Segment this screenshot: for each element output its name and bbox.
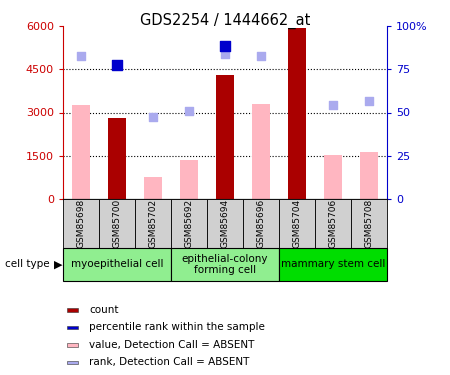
Text: percentile rank within the sample: percentile rank within the sample [90, 322, 266, 333]
Text: value, Detection Call = ABSENT: value, Detection Call = ABSENT [90, 340, 255, 350]
Bar [63, 248, 171, 281]
Text: count: count [90, 305, 119, 315]
Point [221, 44, 229, 50]
Text: rank, Detection Call = ABSENT: rank, Detection Call = ABSENT [90, 357, 250, 368]
Text: GSM85692: GSM85692 [184, 199, 194, 248]
Bar [324, 155, 342, 199]
Bar [360, 152, 378, 199]
Point [185, 108, 193, 114]
Text: ▶: ▶ [54, 260, 63, 269]
Text: GDS2254 / 1444662_at: GDS2254 / 1444662_at [140, 13, 310, 29]
Bar [144, 177, 162, 199]
Bar [351, 199, 387, 248]
Bar [171, 199, 207, 248]
Bar [135, 199, 171, 248]
Point [257, 54, 265, 60]
Point [329, 102, 337, 108]
Text: GSM85708: GSM85708 [364, 198, 373, 248]
Text: GSM85696: GSM85696 [256, 198, 266, 248]
Bar [99, 199, 135, 248]
Text: GSM85706: GSM85706 [328, 198, 338, 248]
Bar [279, 199, 315, 248]
Bar [67, 361, 78, 364]
Bar [252, 104, 270, 199]
Bar [67, 343, 78, 347]
Bar [171, 248, 279, 281]
Text: epithelial-colony
forming cell: epithelial-colony forming cell [182, 254, 268, 275]
Bar [108, 118, 126, 199]
Bar [63, 199, 99, 248]
Point [365, 98, 373, 104]
Bar [180, 160, 198, 199]
Bar [315, 199, 351, 248]
Text: GSM85698: GSM85698 [76, 198, 86, 248]
Point [113, 62, 121, 68]
Point [149, 114, 157, 120]
Bar [279, 248, 387, 281]
Point [221, 51, 229, 57]
Bar [67, 308, 78, 312]
Bar [67, 326, 78, 329]
Bar [207, 199, 243, 248]
Bar [216, 75, 234, 199]
Bar [288, 28, 306, 199]
Text: GSM85694: GSM85694 [220, 199, 230, 248]
Text: GSM85702: GSM85702 [148, 199, 157, 248]
Text: GSM85700: GSM85700 [112, 198, 122, 248]
Text: GSM85704: GSM85704 [292, 199, 302, 248]
Text: myoepithelial cell: myoepithelial cell [71, 260, 163, 269]
Bar [243, 199, 279, 248]
Text: mammary stem cell: mammary stem cell [281, 260, 385, 269]
Point [77, 54, 85, 60]
Text: cell type: cell type [4, 260, 49, 269]
Bar [72, 105, 90, 199]
